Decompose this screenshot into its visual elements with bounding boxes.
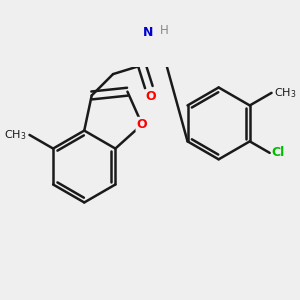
Text: O: O bbox=[145, 90, 156, 103]
Text: N: N bbox=[143, 26, 153, 39]
Text: Cl: Cl bbox=[272, 146, 285, 159]
Text: O: O bbox=[137, 118, 147, 131]
Text: H: H bbox=[160, 24, 169, 37]
Text: CH$_3$: CH$_3$ bbox=[274, 86, 296, 100]
Text: CH$_3$: CH$_3$ bbox=[4, 128, 27, 142]
